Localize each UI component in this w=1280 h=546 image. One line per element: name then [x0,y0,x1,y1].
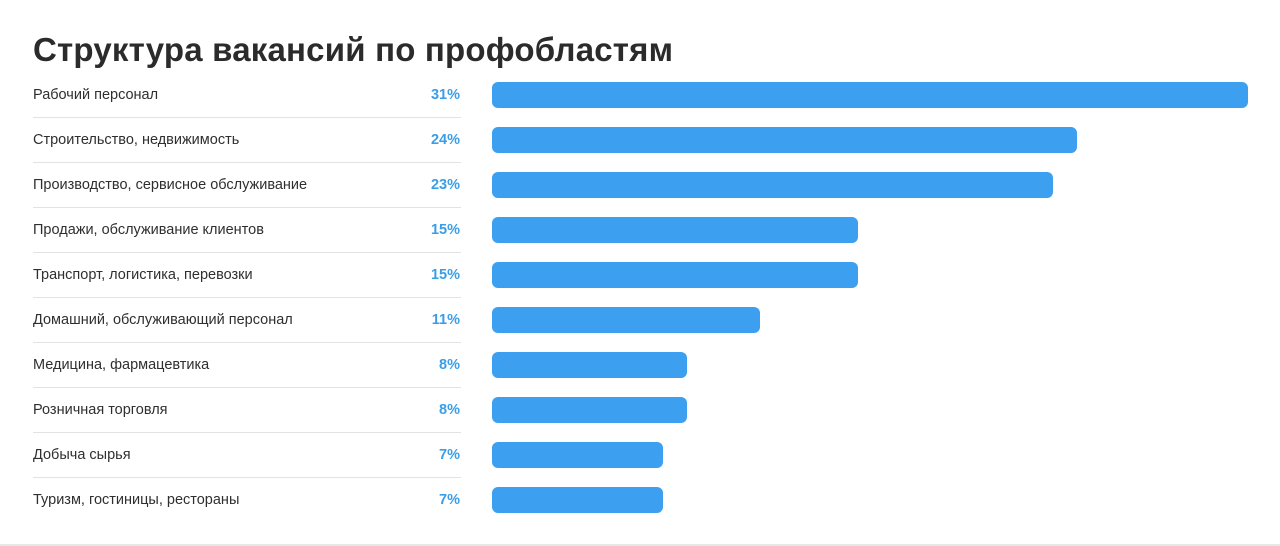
row-divider [33,117,461,118]
chart-row: Строительство, недвижимость 24% [0,118,1280,163]
category-label: Продажи, обслуживание клиентов [33,222,264,238]
percent-label: 8% [439,357,460,373]
chart-row: Розничная торговля 8% [0,388,1280,433]
percent-label: 31% [430,87,460,103]
chart-row: Туризм, гостиницы, рестораны 7% [0,478,1280,523]
chart-row: Транспорт, логистика, перевозки 15% [0,253,1280,298]
category-label: Рабочий персонал [33,87,159,103]
chart-row: Продажи, обслуживание клиентов 15% [0,208,1280,253]
percent-label: 11% [431,312,460,328]
category-label: Домашний, обслуживающий персонал [33,312,293,328]
row-divider [33,207,461,208]
category-label: Медицина, фармацевтика [33,357,210,373]
category-label: Строительство, недвижимость [33,132,240,148]
percent-label: 24% [430,132,460,148]
row-divider [33,387,461,388]
percent-label: 8% [439,402,460,418]
category-label: Туризм, гостиницы, рестораны [33,492,240,508]
bar [492,82,1248,108]
row-divider [33,252,461,253]
row-divider [33,477,461,478]
bar-chart: Рабочий персонал 31% Строительство, недвиж… [0,73,1280,523]
bar [492,307,760,333]
bar [492,442,663,468]
percent-label: 15% [430,222,460,238]
percent-label: 7% [439,447,460,463]
category-label: Производство, сервисное обслуживание [33,177,308,193]
bottom-divider [0,544,1280,546]
percent-label: 15% [430,267,460,283]
category-label: Добыча сырья [33,447,131,463]
bar [492,262,858,288]
bar [492,397,687,423]
bar [492,127,1077,153]
chart-row: Домашний, обслуживающий персонал 11% [0,298,1280,343]
percent-label: 23% [430,177,460,193]
category-label: Розничная торговля [33,402,168,418]
chart-title: Структура вакансий по профобластям [33,31,674,68]
category-label: Транспорт, логистика, перевозки [33,267,253,283]
row-divider [33,297,461,298]
row-divider [33,162,461,163]
row-divider [33,432,461,433]
bar [492,352,687,378]
bar [492,487,663,513]
chart-row: Добыча сырья 7% [0,433,1280,478]
chart-row: Производство, сервисное обслуживание 23% [0,163,1280,208]
chart-row: Медицина, фармацевтика 8% [0,343,1280,388]
bar [492,172,1053,198]
bar [492,217,858,243]
chart-row: Рабочий персонал 31% [0,73,1280,118]
row-divider [33,342,461,343]
percent-label: 7% [439,492,460,508]
